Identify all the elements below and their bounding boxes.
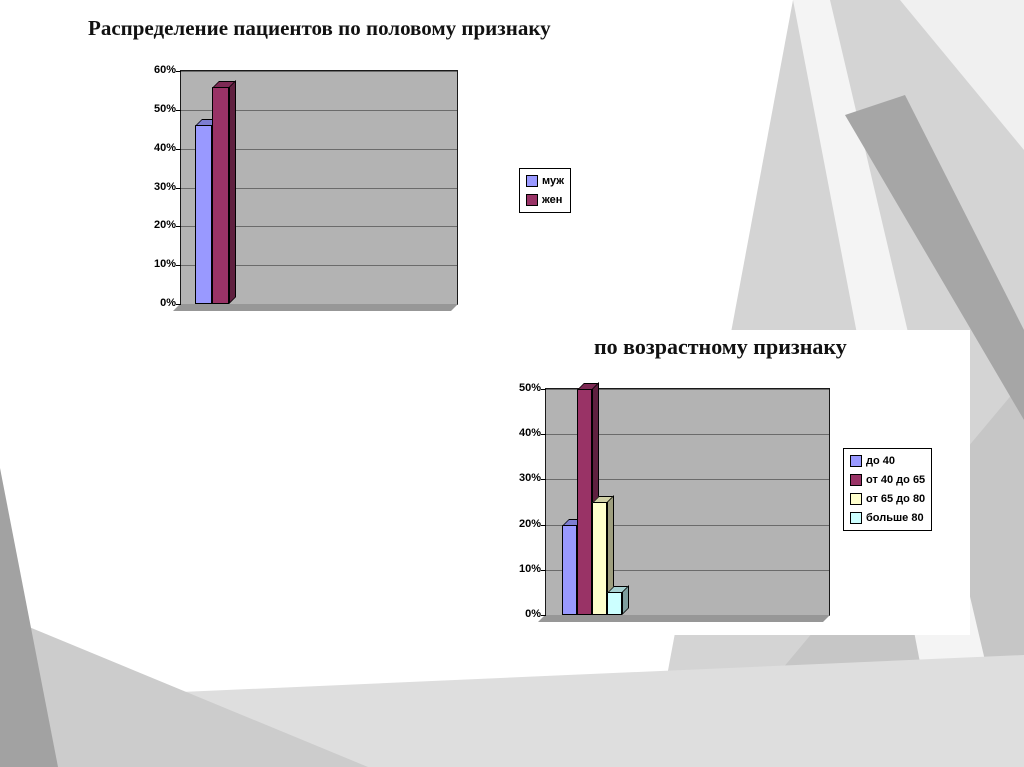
axis-tick-mark xyxy=(541,389,546,390)
y-axis-tick-label: 40% xyxy=(153,141,176,154)
bar-муж xyxy=(195,118,219,304)
age-chart-title: по возрастному признаку xyxy=(594,334,847,359)
gridline xyxy=(546,524,829,526)
axis-tick-mark xyxy=(541,569,546,571)
legend-item: от 40 до 65 xyxy=(850,474,925,486)
bar-до 40 xyxy=(562,517,584,615)
axis-tick-mark xyxy=(541,524,546,526)
legend-item: муж xyxy=(526,175,564,187)
gridline xyxy=(546,479,829,481)
y-axis-tick-labels: 0% 10% 20% 30% 40% 50% xyxy=(508,382,541,620)
axis-tick-mark xyxy=(176,187,181,189)
y-axis-tick-label: 60% xyxy=(153,64,176,76)
gridline xyxy=(181,187,457,189)
age-distribution-chart: по возрастному признаку 0% 10% 20% 30% 40% 50… xyxy=(508,330,970,635)
gridline xyxy=(546,434,829,436)
bar-от 40 до 65 xyxy=(577,382,599,615)
gridline xyxy=(546,389,829,390)
legend-label: больше 80 xyxy=(866,512,924,524)
gridline xyxy=(181,148,457,150)
legend-swatch xyxy=(850,474,862,486)
gridline xyxy=(181,109,457,111)
y-axis-tick-label: 0% xyxy=(525,608,541,620)
legend-swatch xyxy=(850,455,862,467)
bar-от 65 до 80 xyxy=(592,495,614,615)
legend-swatch xyxy=(850,493,862,505)
legend-item: жен xyxy=(526,194,564,206)
plot-area xyxy=(545,382,830,616)
y-axis-tick-label: 40% xyxy=(518,427,541,440)
axis-tick-mark xyxy=(176,304,181,305)
axis-tick-mark xyxy=(176,148,181,150)
axis-tick-mark xyxy=(541,434,546,436)
y-axis-tick-label: 10% xyxy=(518,562,541,575)
legend-swatch xyxy=(526,194,538,206)
y-axis-tick-label: 20% xyxy=(153,219,176,232)
legend-label: муж xyxy=(542,175,565,187)
bar-больше 80 xyxy=(607,585,629,615)
y-axis-tick-label: 50% xyxy=(518,382,541,394)
gridline xyxy=(181,265,457,267)
chart-floor xyxy=(173,304,458,311)
legend-item: от 65 до 80 xyxy=(850,493,925,505)
legend-swatch xyxy=(850,512,862,524)
axis-tick-mark xyxy=(176,265,181,267)
y-axis-tick-label: 0% xyxy=(160,297,176,309)
legend-label: от 65 до 80 xyxy=(866,493,926,505)
y-axis-tick-label: 30% xyxy=(518,472,541,485)
legend-label: от 40 до 65 xyxy=(866,474,926,486)
legend-swatch xyxy=(526,175,538,187)
y-axis-tick-label: 30% xyxy=(153,180,176,193)
gender-chart-title: Распределение пациентов по половому приз… xyxy=(88,16,551,40)
chart-floor xyxy=(538,615,830,622)
axis-tick-mark xyxy=(541,479,546,481)
y-axis-tick-label: 50% xyxy=(153,102,176,115)
gender-distribution-chart: 0% 10% 20% 30% 40% 50% 60% муж жен xyxy=(140,58,592,333)
legend-label: жен xyxy=(542,194,563,206)
bar-жен xyxy=(212,79,236,304)
axis-tick-mark xyxy=(541,615,546,616)
legend: до 40 от 40 до 65 от 65 до 80 больше 80 xyxy=(843,448,933,531)
legend: муж жен xyxy=(519,168,572,213)
gridline xyxy=(181,71,457,72)
y-axis-tick-label: 20% xyxy=(518,517,541,530)
axis-tick-mark xyxy=(176,226,181,228)
legend-label: до 40 xyxy=(866,455,895,467)
axis-tick-mark xyxy=(176,71,181,72)
legend-item: больше 80 xyxy=(850,512,925,524)
plot-area xyxy=(180,70,458,305)
bar-side-face xyxy=(229,79,236,304)
axis-tick-mark xyxy=(176,109,181,111)
gridline xyxy=(181,226,457,228)
y-axis-tick-labels: 0% 10% 20% 30% 40% 50% 60% xyxy=(142,64,176,309)
gridline xyxy=(546,569,829,571)
legend-item: до 40 xyxy=(850,455,925,467)
y-axis-tick-label: 10% xyxy=(153,258,176,271)
bar-side-face xyxy=(622,585,629,615)
